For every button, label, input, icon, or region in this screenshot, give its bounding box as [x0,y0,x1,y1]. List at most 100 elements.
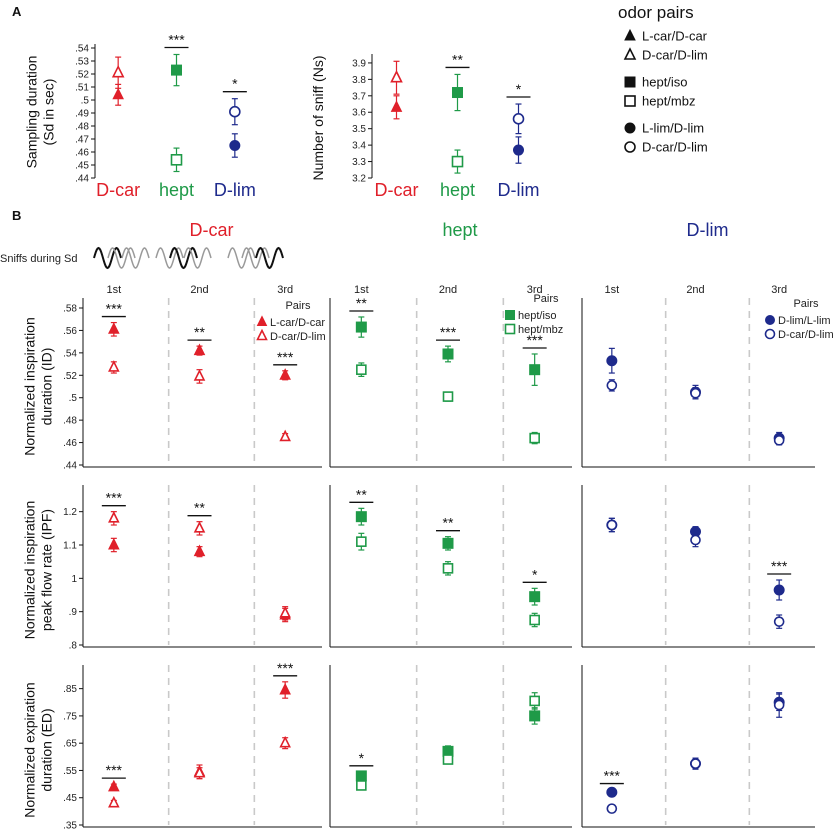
y-tick-label: 1.2 [63,507,77,518]
open-circle-point [229,105,241,118]
open-circle-point [606,803,618,814]
sniffs-during-sd-label: Sniffs during Sd [0,253,77,265]
sniff-waveform [93,246,122,270]
filled-circle-point [606,355,618,367]
pairs-legend-label: D-car/D-lim [778,329,834,341]
significance-stars: *** [440,324,457,340]
pairs-legend-label: hept/mbz [518,324,563,336]
pairs-legend-marker [504,323,516,335]
y-tick-label: .9 [69,607,78,618]
sniff-order-label: 2nd [686,284,704,296]
y-axis-label-line: Normalized inspiration [22,501,38,640]
y-tick-label: .44 [75,174,89,185]
sniff-waveform [227,247,256,269]
filled-square-point [171,64,182,76]
filled-triangle-point [108,779,120,792]
category-label: hept [440,180,475,200]
filled-triangle-point [108,537,120,550]
y-tick-label: .46 [63,438,77,449]
filled-square-point [442,537,454,549]
y-tick-label: .55 [63,766,77,777]
significance-stars: *** [277,660,294,676]
y-tick-label: 3.2 [352,174,366,185]
filled-square-point [452,87,463,99]
legend-title: odor pairs [618,3,694,22]
open-square-point [442,391,454,402]
pairs-legend-label: D-car/D-lim [270,331,326,343]
legend-entry-label: L-car/D-car [642,29,708,44]
open-square-point [451,155,464,168]
y-tick-label: .44 [63,461,77,472]
y-tick-label: .52 [75,70,89,81]
significance-stars: *** [106,490,123,506]
open-triangle-point [193,369,206,381]
y-axis-label-line: Number of sniff (Ns) [310,56,326,181]
panel-a-label: A [12,4,22,19]
pairs-legend-marker [256,315,268,326]
open-square-point [170,154,183,166]
pairs-legend-title: Pairs [793,298,819,310]
y-axis-label: Sampling duration (Sd in sec) [24,56,57,169]
group-title: D-car [190,220,234,240]
y-axis-label-line: Sampling duration [24,56,40,169]
pairs-legend-marker [765,315,775,325]
sniff-waveform [241,247,270,269]
significance-stars: *** [526,332,543,348]
open-square-point [529,614,540,626]
open-triangle-point [279,735,291,748]
significance-stars: *** [106,301,123,317]
y-tick-label: .35 [63,821,77,832]
y-tick-label: .54 [75,44,89,55]
category-label: D-car [375,180,419,200]
legend-entry-label: D-car/D-lim [642,48,708,63]
sniff-waveform [169,246,198,270]
significance-stars: *** [604,768,621,784]
y-tick-label: 3.4 [352,141,366,152]
sniff-order-label: 1st [106,284,121,296]
legend-entry-label: hept/mbz [642,94,695,109]
sniff-order-label: 1st [354,284,369,296]
y-tick-label: 3.6 [352,108,366,119]
y-tick-label: .58 [63,304,77,315]
open-square-point [356,780,367,791]
y-axis-label-line: Normalized expiration [22,682,38,817]
significance-stars: ** [356,486,367,502]
sniff-order-label: 2nd [439,284,457,296]
legend-entry-label: L-lim/D-lim [642,121,704,136]
chart-layer: .44.45.46.47.48.49.5.51.52.53.54Sampling… [22,29,834,832]
open-circle-point [512,113,525,125]
significance-stars: * [516,81,522,97]
y-axis-label: Number of sniff (Ns) [310,56,326,181]
significance-stars: * [532,566,538,582]
y-axis-label-line: duration (ID) [39,348,55,426]
significance-stars: ** [356,295,367,311]
pairs-legend-label: D-lim/L-lim [778,315,831,327]
y-tick-label: .51 [75,83,89,94]
y-tick-label: 1 [71,574,77,585]
open-triangle-point [193,765,206,778]
category-label: hept [159,180,194,200]
y-axis-label-line: duration (ED) [39,708,55,791]
y-tick-label: .46 [75,148,89,159]
pairs-legend-label: L-car/D-car [270,317,325,329]
y-axis-label: Normalized inspiration duration (ID) [22,317,55,456]
open-circle-point [690,534,701,546]
filled-square-point [529,710,541,722]
significance-stars: * [232,76,238,92]
filled-square-point [442,348,454,360]
y-tick-label: .5 [69,393,78,404]
legend-triangle-marker [624,28,636,41]
pairs-legend-marker [764,328,776,340]
filled-circle-point [229,140,241,151]
open-circle-point [606,380,618,391]
legend-entry-label: D-car/D-lim [642,140,708,155]
sniff-order-label: 3rd [277,284,293,296]
y-tick-label: .48 [63,416,77,427]
y-tick-label: .85 [63,684,77,695]
filled-circle-point [606,786,618,798]
legend-square-marker [624,76,636,88]
sniff-order-label: 2nd [190,284,208,296]
y-axis-label-line: Normalized inspiration [22,317,38,456]
significance-stars: *** [277,349,294,365]
y-tick-label: .54 [63,348,77,359]
